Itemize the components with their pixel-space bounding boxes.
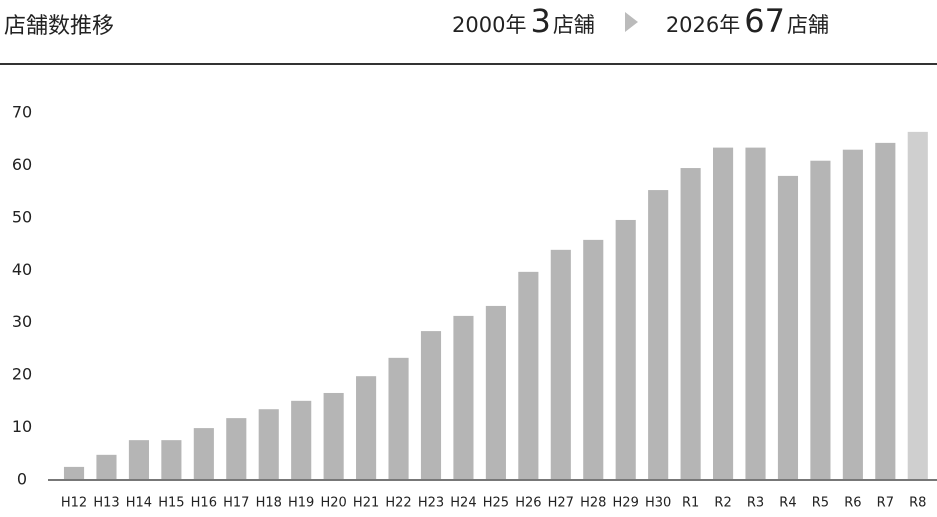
- to-unit: 店舗: [786, 13, 829, 37]
- y-tick-label: 70: [12, 103, 32, 122]
- x-tick-label: R5: [812, 496, 829, 511]
- x-tick-label: H30: [645, 496, 671, 511]
- y-tick-label: 50: [12, 207, 32, 226]
- y-tick-label: 60: [12, 155, 32, 174]
- from-year: 2000年: [452, 13, 527, 37]
- x-tick-label: H12: [61, 496, 87, 511]
- bar: [258, 409, 279, 480]
- bar: [485, 305, 506, 480]
- bar: [842, 149, 863, 480]
- bar: [420, 331, 442, 480]
- bar: [777, 175, 799, 480]
- x-tick-label: H27: [548, 496, 574, 511]
- x-tick-label: H18: [256, 496, 282, 511]
- bar: [875, 142, 896, 481]
- bar: [518, 271, 539, 480]
- to-year: 2026年: [665, 13, 741, 37]
- bar: [63, 466, 85, 480]
- x-tick-label: R3: [747, 496, 764, 511]
- y-tick-label: 0: [17, 470, 27, 489]
- bar: [680, 168, 701, 481]
- bar: [550, 249, 571, 480]
- bar: [648, 190, 669, 480]
- y-tick-label: 40: [12, 260, 32, 279]
- x-tick-label: H28: [580, 496, 606, 511]
- x-tick-label: H22: [385, 496, 411, 511]
- bar: [713, 147, 734, 481]
- x-tick-label: H16: [191, 496, 217, 511]
- bar: [96, 454, 117, 480]
- bar: [226, 418, 247, 480]
- y-tick-label: 10: [12, 417, 32, 436]
- bar: [583, 239, 604, 480]
- x-tick-label: H15: [158, 496, 184, 511]
- bar: [291, 400, 312, 480]
- x-tick-label: H25: [483, 496, 509, 511]
- bar: [161, 440, 182, 480]
- x-tick-label: R2: [714, 496, 731, 511]
- x-tick-label: R8: [909, 496, 926, 511]
- from-unit: 店舗: [552, 13, 595, 37]
- x-tick-label: H21: [353, 496, 379, 511]
- x-tick-label: H17: [223, 496, 249, 511]
- x-tick-label: R1: [682, 496, 699, 511]
- bar: [388, 357, 409, 480]
- x-tick-label: H20: [320, 496, 346, 511]
- from-count: 3: [530, 2, 551, 40]
- bar: [356, 376, 377, 480]
- summary: 2000年 3 店舗 2026年 67 店舗: [452, 2, 829, 52]
- x-tick-label: H29: [613, 496, 639, 511]
- arrow: [624, 12, 638, 32]
- x-tick-label: H24: [450, 496, 476, 511]
- bar: [128, 440, 149, 480]
- chart-title: 店舗数推移: [4, 14, 115, 39]
- bar: [907, 131, 928, 481]
- bar: [453, 315, 474, 480]
- y-tick-label: 20: [12, 365, 32, 384]
- x-tick-label: H23: [418, 496, 444, 511]
- header-rule: [0, 63, 937, 65]
- bar: [615, 219, 636, 480]
- bar: [745, 147, 766, 481]
- to-count: 67: [744, 2, 785, 40]
- x-tick-label: R7: [877, 496, 894, 511]
- x-tick-label: R6: [844, 496, 861, 511]
- x-tick-label: H13: [93, 496, 119, 511]
- y-tick-label: 30: [12, 312, 32, 331]
- x-tick-label: H19: [288, 496, 314, 511]
- bar: [323, 392, 344, 480]
- x-tick-label: R4: [779, 496, 796, 511]
- bar: [810, 160, 831, 480]
- x-tick-label: H14: [126, 496, 152, 511]
- x-tick-label: H26: [515, 496, 541, 511]
- bar: [193, 428, 214, 480]
